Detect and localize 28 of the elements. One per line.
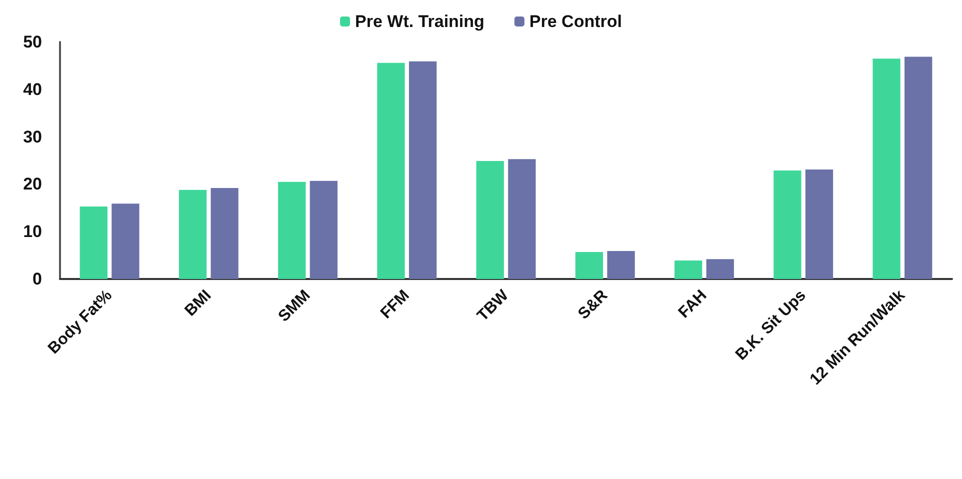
y-tick-label: 30: [23, 127, 42, 146]
legend-label: Pre Wt. Training: [355, 12, 484, 31]
bar: [210, 188, 238, 279]
bar: [178, 190, 207, 279]
bar: [674, 260, 702, 279]
bar: [310, 180, 338, 279]
bar: [408, 61, 437, 279]
y-tick-label: 50: [23, 32, 42, 52]
x-tick-label: BMI: [182, 286, 215, 320]
bar: [476, 160, 504, 279]
bar: [774, 170, 802, 279]
bar: [508, 159, 536, 279]
bar: [904, 56, 932, 279]
bar: [575, 252, 604, 279]
x-tick-label: B.K. Sit Ups: [732, 286, 810, 364]
y-tick-label: 10: [23, 222, 42, 242]
bar: [805, 170, 834, 279]
bar: [607, 251, 635, 279]
legend-label: Pre Control: [529, 12, 622, 31]
bar: [377, 62, 405, 279]
bar: [278, 182, 306, 279]
bar: [706, 259, 734, 279]
y-tick-label: 0: [32, 270, 42, 288]
bar: [112, 204, 140, 279]
y-tick-label: 40: [23, 80, 42, 99]
y-tick-label: 20: [23, 174, 42, 194]
bar: [80, 206, 108, 279]
bar: [872, 58, 900, 279]
